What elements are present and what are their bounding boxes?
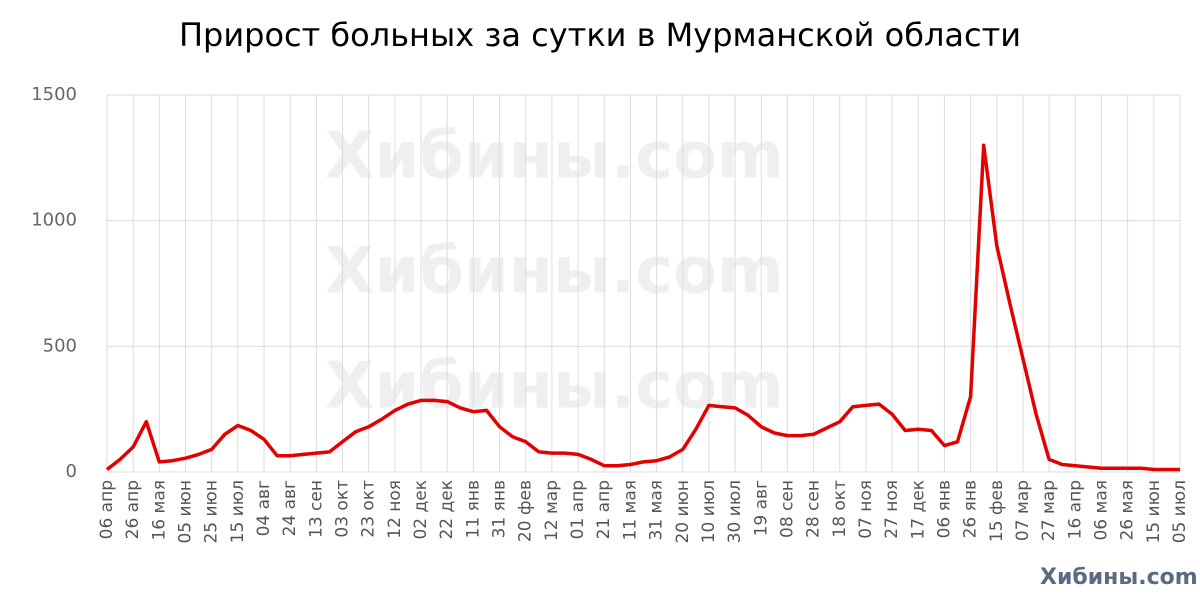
x-tick-label: 12 ноя [385, 480, 405, 539]
x-tick-label: 12 мар [542, 480, 562, 541]
chart-title: Прирост больных за сутки в Мурманской об… [179, 16, 1021, 54]
x-tick-label: 07 ноя [856, 480, 876, 539]
x-tick-label: 04 авг [254, 480, 274, 536]
x-tick-label: 26 апр [123, 480, 143, 539]
y-tick-label: 500 [43, 335, 77, 356]
x-tick-label: 02 дек [411, 480, 431, 540]
x-tick-label: 26 мая [1118, 480, 1138, 541]
x-tick-label: 11 мая [620, 480, 640, 541]
x-tick-label: 16 апр [1065, 480, 1085, 539]
x-tick-label: 15 июн [1144, 480, 1164, 544]
x-tick-label: 03 окт [333, 480, 353, 538]
x-tick-label: 05 июн [176, 480, 196, 544]
x-tick-label: 01 апр [568, 480, 588, 539]
x-tick-label: 26 янв [961, 480, 981, 538]
x-tick-label: 13 сен [306, 480, 326, 538]
x-tick-label: 27 мар [1039, 480, 1059, 541]
x-tick-label: 16 мая [149, 480, 169, 541]
x-tick-label: 18 окт [830, 480, 850, 538]
x-tick-label: 31 мая [647, 480, 667, 541]
x-tick-label: 06 мая [1091, 480, 1111, 541]
x-tick-label: 28 сен [804, 480, 824, 538]
x-tick-label: 11 янв [463, 480, 483, 538]
y-tick-label: 1000 [31, 210, 77, 231]
x-tick-label: 21 апр [594, 480, 614, 539]
x-tick-label: 30 июл [725, 480, 745, 543]
x-tick-label: 10 июл [699, 480, 719, 543]
x-tick-label: 24 авг [280, 480, 300, 536]
watermarks: Хибины.com Хибины.com Хибины.com [325, 120, 784, 424]
x-tick-label: 25 июн [202, 480, 222, 544]
x-tick-label: 20 фев [516, 480, 536, 542]
x-tick-label: 23 окт [359, 480, 379, 538]
data-line [105, 143, 1180, 472]
x-tick-label: 17 дек [908, 480, 928, 540]
x-tick-label: 27 ноя [882, 480, 902, 539]
y-tick-label: 1500 [31, 84, 77, 105]
x-tick-label: 07 мар [1013, 480, 1033, 541]
watermark: Хибины.com [325, 120, 784, 194]
x-tick-label: 20 июн [673, 480, 693, 544]
x-tick-label: 08 сен [777, 480, 797, 538]
x-tick-label: 19 авг [751, 480, 771, 536]
x-tick-label: 05 июл [1170, 480, 1190, 543]
x-tick-label: 15 июл [228, 480, 248, 543]
watermark: Хибины.com [325, 235, 784, 309]
x-tick-label: 22 дек [437, 480, 457, 540]
y-tick-label: 0 [66, 461, 77, 482]
x-tick-label: 06 апр [97, 480, 117, 539]
x-tick-label: 15 фев [987, 480, 1007, 542]
x-tick-label: 31 янв [490, 480, 510, 538]
x-tick-label: 06 янв [934, 480, 954, 538]
logo: Хибины.com [1040, 565, 1198, 590]
